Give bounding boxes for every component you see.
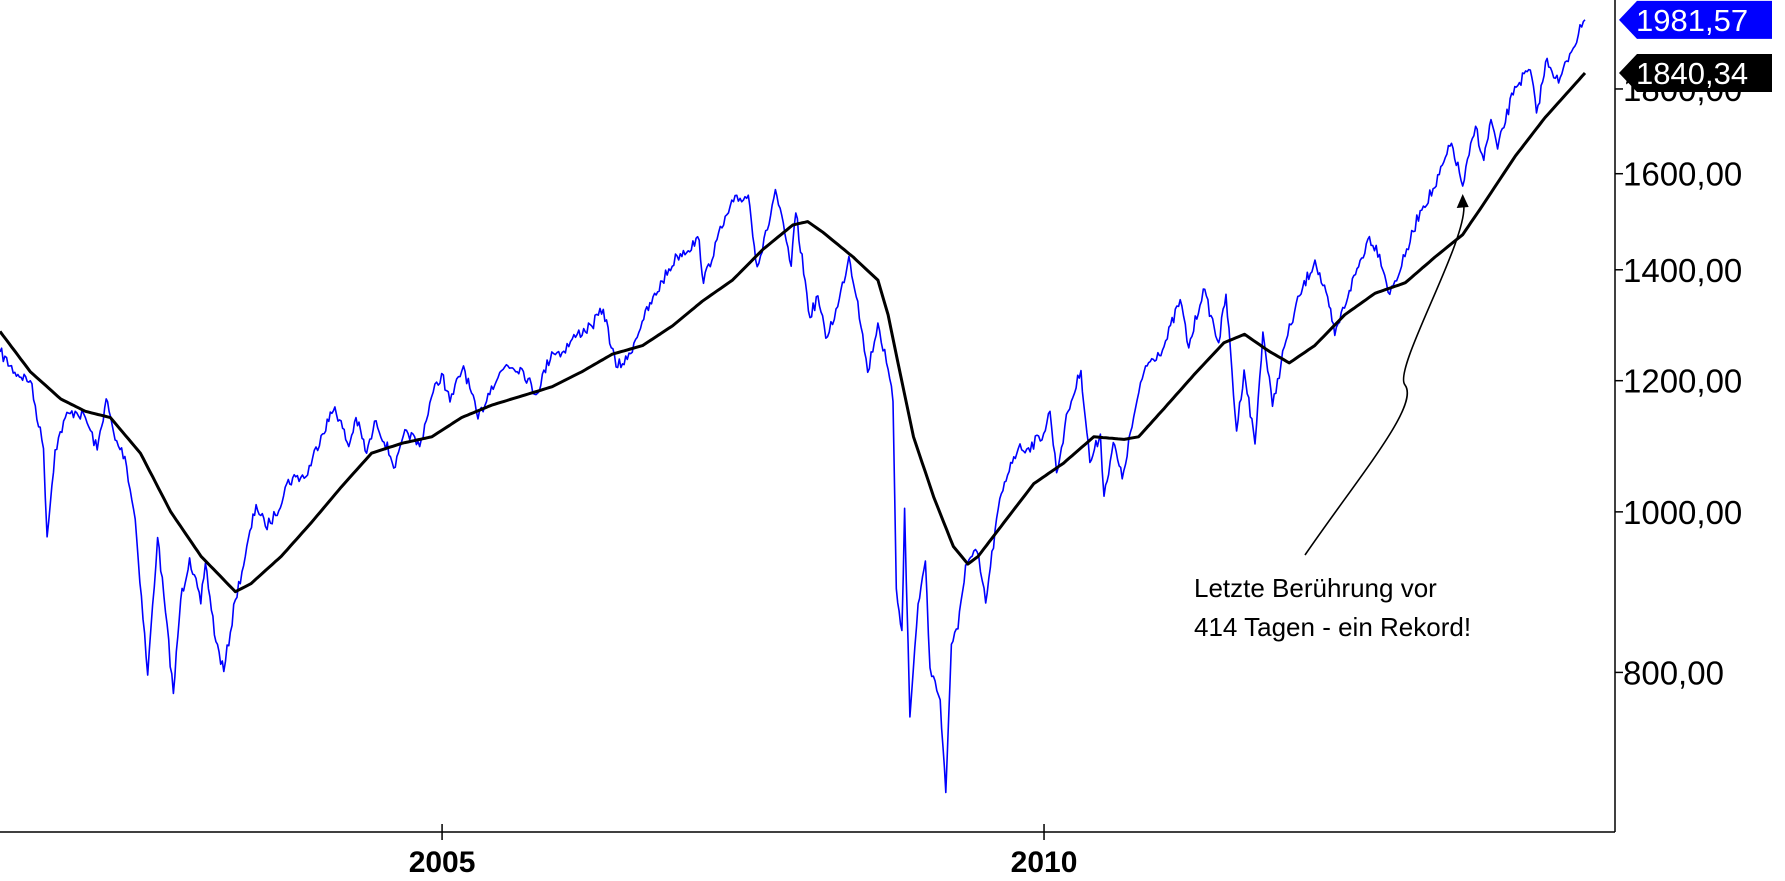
x-tick-label: 2005 <box>409 846 476 879</box>
annotation-text-line-2: 414 Tagen - ein Rekord! <box>1194 612 1471 642</box>
series-line-price <box>0 19 1586 794</box>
y-tick-label: 1000,00 <box>1623 494 1742 531</box>
y-axis-ticks: 800,001000,001200,001400,001600,001800,0… <box>1615 71 1742 691</box>
last-value-tags: 1981,57 1840,34 <box>1619 0 1772 93</box>
plot-area <box>0 19 1587 794</box>
x-tick-label: 2010 <box>1011 846 1078 879</box>
y-tick-label: 1200,00 <box>1623 363 1742 400</box>
axes <box>0 0 1616 833</box>
annotation: Letzte Berührung vor 414 Tagen - ein Rek… <box>1194 193 1471 642</box>
annotation-arrow <box>1304 203 1465 556</box>
y-tick-label: 800,00 <box>1623 654 1724 691</box>
y-tick-label: 1400,00 <box>1623 252 1742 289</box>
last-value-tag-label: 1840,34 <box>1636 56 1748 91</box>
last-value-tag-label: 1981,57 <box>1636 3 1748 38</box>
x-axis-ticks: 2005 2010 <box>409 824 1078 879</box>
last-value-tag <box>1619 54 1772 93</box>
last-value-tag <box>1619 0 1772 39</box>
annotation-arrowhead <box>1456 193 1469 208</box>
annotation-text-line-1: Letzte Berührung vor <box>1194 573 1437 603</box>
y-tick-label: 1600,00 <box>1623 156 1742 193</box>
series-line-moving-average <box>0 71 1587 594</box>
